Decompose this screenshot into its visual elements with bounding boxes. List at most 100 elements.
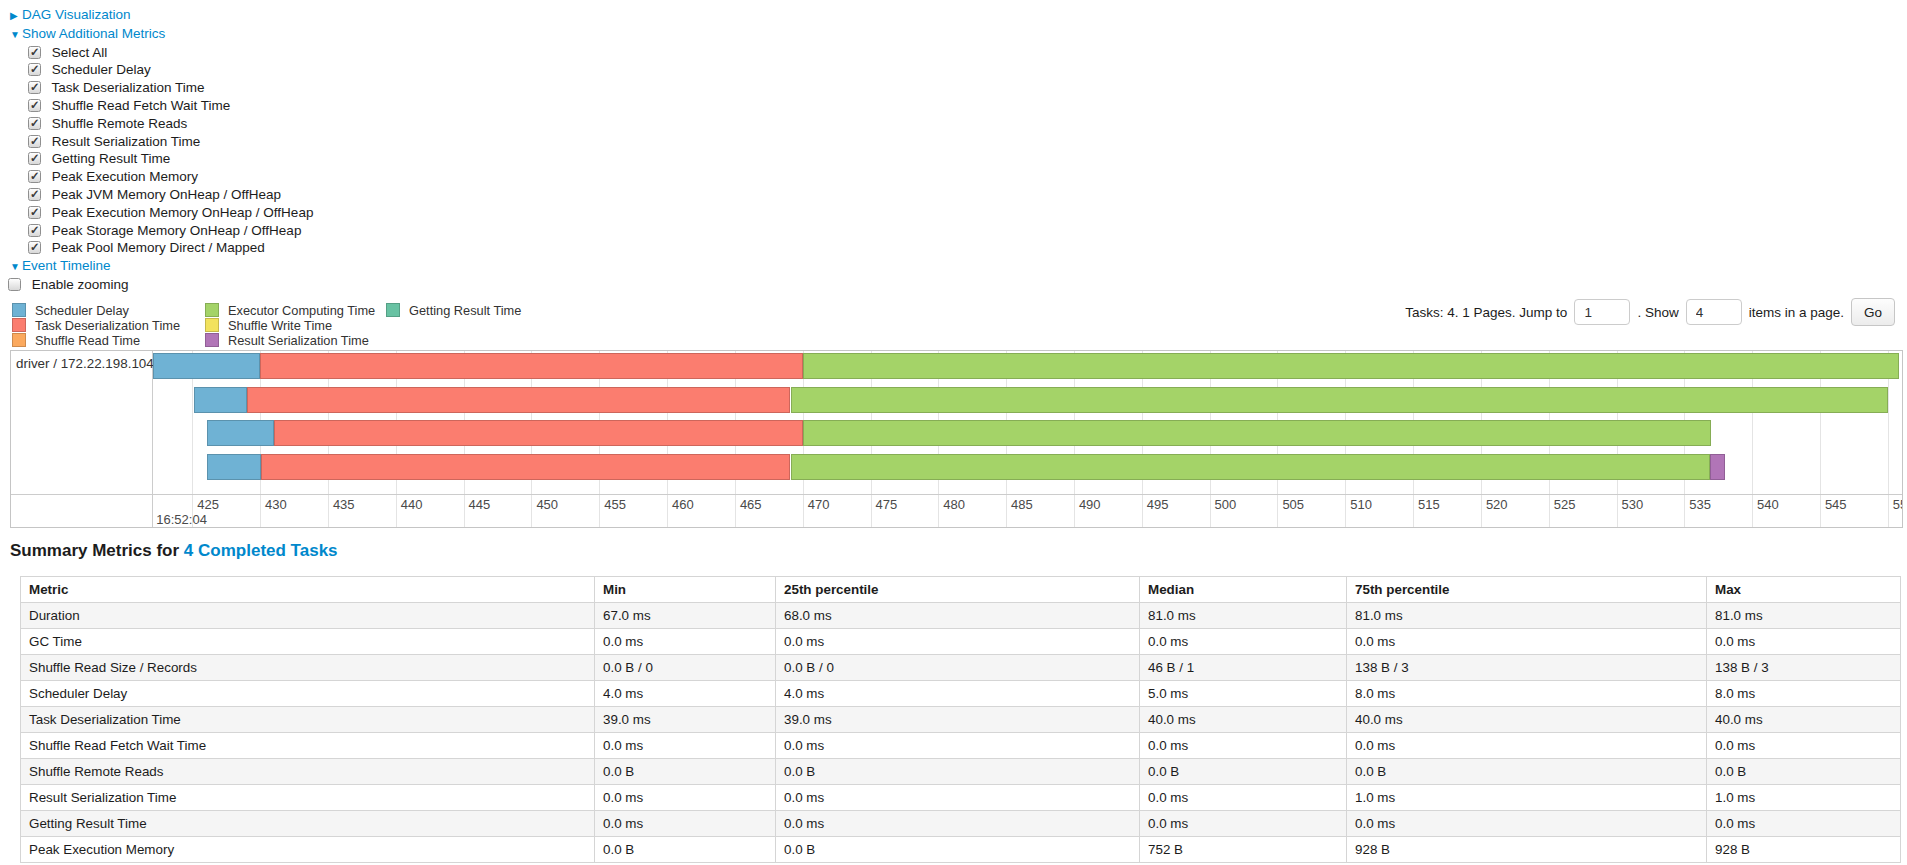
table-cell: 8.0 ms bbox=[1347, 681, 1707, 707]
metric-checkbox-row: Peak Storage Memory OnHeap / OffHeap bbox=[10, 222, 313, 240]
axis-tick-label: 430 bbox=[265, 497, 287, 512]
table-cell: 40.0 ms bbox=[1347, 707, 1707, 733]
summary-metrics-table: MetricMin25th percentileMedian75th perce… bbox=[20, 576, 1901, 863]
task-segment-executor-computing[interactable] bbox=[803, 353, 1899, 379]
legend-label: Shuffle Read Time bbox=[35, 333, 140, 348]
table-cell: 0.0 B bbox=[776, 837, 1140, 863]
metric-checkbox[interactable] bbox=[28, 170, 41, 183]
event-timeline-link[interactable]: Event Timeline bbox=[22, 258, 111, 273]
timeline-axis-major-label: 16:52:04 bbox=[156, 512, 207, 527]
executor-label: driver / 172.22.198.104 bbox=[16, 356, 154, 371]
stage-controls-section: ▶DAG Visualization ▼Show Additional Metr… bbox=[10, 6, 313, 294]
legend-color-swatch-icon bbox=[205, 318, 219, 332]
collapsed-arrow-icon: ▶ bbox=[10, 7, 22, 25]
table-cell: 928 B bbox=[1707, 837, 1901, 863]
legend-item: Result Serialization Time bbox=[205, 333, 386, 348]
table-cell: 138 B / 3 bbox=[1347, 655, 1707, 681]
dag-visualization-toggle[interactable]: ▶DAG Visualization bbox=[10, 6, 313, 25]
completed-tasks-link[interactable]: 4 Completed Tasks bbox=[184, 541, 338, 560]
table-cell: Shuffle Read Fetch Wait Time bbox=[21, 733, 595, 759]
metric-checkbox[interactable] bbox=[28, 224, 41, 237]
axis-tick-label: 485 bbox=[1011, 497, 1033, 512]
expanded-arrow-icon: ▼ bbox=[10, 258, 22, 276]
metric-checkbox[interactable] bbox=[28, 135, 41, 148]
metric-checkbox[interactable] bbox=[28, 81, 41, 94]
metric-checkbox-label: Shuffle Remote Reads bbox=[52, 116, 188, 131]
task-segment-scheduler-delay[interactable] bbox=[207, 420, 274, 446]
table-cell: 4.0 ms bbox=[595, 681, 776, 707]
metric-checkbox[interactable] bbox=[28, 152, 41, 165]
task-segment-scheduler-delay[interactable] bbox=[153, 353, 261, 379]
table-cell: 4.0 ms bbox=[776, 681, 1140, 707]
metric-checkbox-row: Peak Pool Memory Direct / Mapped bbox=[10, 239, 313, 257]
table-cell: 81.0 ms bbox=[1347, 603, 1707, 629]
table-cell: 0.0 B / 0 bbox=[776, 655, 1140, 681]
task-segment-executor-computing[interactable] bbox=[791, 454, 1711, 480]
task-segment-task-deserialization[interactable] bbox=[261, 454, 791, 480]
legend-color-swatch-icon bbox=[12, 303, 26, 317]
legend-item: Shuffle Write Time bbox=[205, 318, 386, 333]
event-timeline-toggle[interactable]: ▼Event Timeline bbox=[10, 257, 313, 276]
show-additional-metrics-link[interactable]: Show Additional Metrics bbox=[22, 26, 165, 41]
metric-checkbox-row: Shuffle Remote Reads bbox=[10, 115, 313, 133]
table-cell: 0.0 ms bbox=[595, 733, 776, 759]
task-segment-result-serialization[interactable] bbox=[1710, 454, 1725, 480]
task-segment-executor-computing[interactable] bbox=[791, 387, 1888, 413]
legend-label: Shuffle Write Time bbox=[228, 318, 332, 333]
task-segment-scheduler-delay[interactable] bbox=[194, 387, 248, 413]
legend-item: Shuffle Read Time bbox=[12, 333, 205, 348]
task-segment-scheduler-delay[interactable] bbox=[207, 454, 261, 480]
dag-visualization-link[interactable]: DAG Visualization bbox=[22, 7, 131, 22]
metric-checkbox[interactable] bbox=[28, 46, 41, 59]
axis-tick-label: 425 bbox=[197, 497, 219, 512]
table-cell: 0.0 B bbox=[776, 759, 1140, 785]
axis-tick-label: 450 bbox=[536, 497, 558, 512]
table-cell: 0.0 ms bbox=[1347, 811, 1707, 837]
jump-to-page-input[interactable] bbox=[1574, 299, 1630, 325]
metric-checkbox[interactable] bbox=[28, 188, 41, 201]
metric-checkbox[interactable] bbox=[28, 206, 41, 219]
metric-checkbox-label: Peak Pool Memory Direct / Mapped bbox=[52, 240, 265, 255]
enable-zooming-checkbox[interactable] bbox=[8, 278, 21, 291]
metric-checkbox[interactable] bbox=[28, 63, 41, 76]
task-segment-task-deserialization[interactable] bbox=[247, 387, 790, 413]
metric-checkbox-row: Select All bbox=[10, 44, 313, 62]
axis-tick-label: 530 bbox=[1622, 497, 1644, 512]
table-cell: 0.0 ms bbox=[1140, 811, 1347, 837]
legend-label: Executor Computing Time bbox=[228, 303, 375, 318]
legend-color-swatch-icon bbox=[386, 303, 400, 317]
task-segment-task-deserialization[interactable] bbox=[274, 420, 804, 446]
table-cell: 0.0 B / 0 bbox=[595, 655, 776, 681]
table-cell: 0.0 ms bbox=[1347, 733, 1707, 759]
pagination-suffix-text: items in a page. bbox=[1749, 305, 1844, 320]
table-cell: 0.0 ms bbox=[1707, 811, 1901, 837]
timeline-axis-line bbox=[11, 494, 1902, 495]
axis-tick-label: 545 bbox=[1825, 497, 1847, 512]
axis-tick-label: 525 bbox=[1554, 497, 1576, 512]
table-cell: Scheduler Delay bbox=[21, 681, 595, 707]
task-segment-executor-computing[interactable] bbox=[803, 420, 1711, 446]
metric-checkbox[interactable] bbox=[28, 99, 41, 112]
legend-label: Scheduler Delay bbox=[35, 303, 129, 318]
table-cell: Getting Result Time bbox=[21, 811, 595, 837]
legend-label: Getting Result Time bbox=[409, 303, 521, 318]
metric-checkbox-label: Task Deserialization Time bbox=[52, 80, 205, 95]
table-cell: 0.0 B bbox=[1707, 759, 1901, 785]
additional-metrics-checkbox-list: Select All Scheduler Delay Task Deserial… bbox=[10, 44, 313, 258]
show-additional-metrics-toggle[interactable]: ▼Show Additional Metrics bbox=[10, 25, 313, 44]
metric-checkbox-label: Select All bbox=[52, 45, 108, 60]
table-cell: 0.0 ms bbox=[1347, 629, 1707, 655]
axis-tick-label: 440 bbox=[401, 497, 423, 512]
summary-title-prefix: Summary Metrics for bbox=[10, 541, 179, 560]
axis-tick-label: 480 bbox=[943, 497, 965, 512]
task-segment-task-deserialization[interactable] bbox=[260, 353, 803, 379]
go-button[interactable]: Go bbox=[1851, 298, 1895, 326]
items-per-page-input[interactable] bbox=[1686, 299, 1742, 325]
table-cell: 0.0 ms bbox=[595, 811, 776, 837]
table-row: Getting Result Time0.0 ms0.0 ms0.0 ms0.0… bbox=[21, 811, 1901, 837]
legend-label: Task Deserialization Time bbox=[35, 318, 180, 333]
metric-checkbox[interactable] bbox=[28, 241, 41, 254]
table-cell: Result Serialization Time bbox=[21, 785, 595, 811]
metric-checkbox[interactable] bbox=[28, 117, 41, 130]
table-row: GC Time0.0 ms0.0 ms0.0 ms0.0 ms0.0 ms bbox=[21, 629, 1901, 655]
